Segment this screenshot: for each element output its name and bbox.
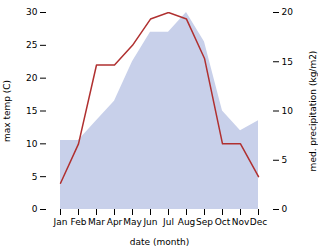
svg-text:10: 10	[282, 106, 294, 116]
svg-text:15: 15	[26, 106, 37, 116]
svg-text:20: 20	[26, 73, 38, 83]
svg-text:date (month): date (month)	[130, 237, 189, 247]
svg-text:Feb: Feb	[71, 217, 87, 227]
svg-text:Dec: Dec	[250, 217, 267, 227]
svg-text:Apr: Apr	[107, 217, 123, 227]
svg-text:Mar: Mar	[88, 217, 105, 227]
svg-text:Sep: Sep	[196, 217, 213, 227]
svg-text:0: 0	[282, 204, 288, 214]
svg-text:10: 10	[26, 139, 38, 149]
svg-text:max temp (C): max temp (C)	[2, 80, 12, 142]
svg-text:30: 30	[26, 7, 38, 17]
svg-text:5: 5	[32, 172, 38, 182]
svg-text:20: 20	[282, 7, 294, 17]
svg-text:Aug: Aug	[178, 217, 196, 227]
svg-text:May: May	[123, 217, 142, 227]
svg-text:med. precipitation (kg/m2): med. precipitation (kg/m2)	[308, 51, 318, 172]
svg-text:Jun: Jun	[142, 217, 157, 227]
svg-text:5: 5	[282, 155, 288, 165]
svg-text:Jul: Jul	[162, 217, 174, 227]
svg-text:0: 0	[32, 204, 38, 214]
svg-text:25: 25	[26, 40, 37, 50]
svg-text:Nov: Nov	[232, 217, 250, 227]
svg-text:Oct: Oct	[215, 217, 231, 227]
svg-text:Jan: Jan	[53, 217, 68, 227]
svg-text:15: 15	[282, 57, 293, 67]
